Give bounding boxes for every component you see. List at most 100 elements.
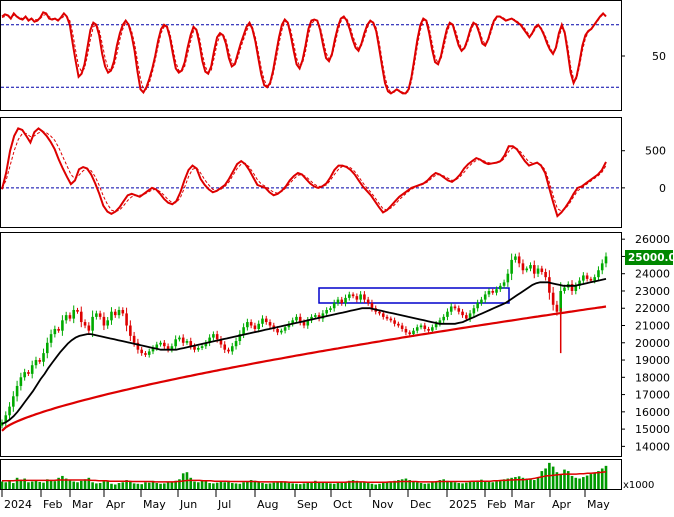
y-tick-label: 15000 <box>635 423 670 436</box>
candle-body <box>385 316 389 319</box>
x-tick-label: May <box>587 498 610 511</box>
volume-bar <box>487 481 491 489</box>
volume-bar <box>306 482 310 489</box>
candle-body <box>408 332 411 335</box>
volume-bar <box>200 480 204 489</box>
volume-bar <box>302 483 306 489</box>
volume-bar <box>404 478 408 489</box>
volume-bar <box>4 482 8 489</box>
candle-body <box>204 342 208 347</box>
candle-body <box>502 282 506 286</box>
candle-body <box>491 290 495 293</box>
candle-body <box>517 256 521 264</box>
volume-bar <box>476 480 479 489</box>
volume-bar <box>57 477 60 489</box>
volume-bar <box>212 483 215 489</box>
candle-body <box>144 353 147 355</box>
middle-oscillator-panel: 500 0 <box>1 127 666 218</box>
candle-body <box>219 339 223 345</box>
volume-bar <box>532 480 536 489</box>
volume-bar <box>555 472 559 489</box>
candle-body <box>499 285 502 290</box>
candle-body <box>242 327 245 335</box>
volume-bar <box>438 480 442 489</box>
volume-bar <box>310 481 313 489</box>
last-price-label: 25000.00 <box>628 252 674 264</box>
candle-body <box>140 349 143 354</box>
candle-body <box>215 334 219 340</box>
volume-bar <box>242 482 245 489</box>
x-tick-label: 2025 <box>449 498 477 511</box>
volume-bar <box>544 468 547 489</box>
volume-bar <box>514 477 517 489</box>
volume-bar <box>117 483 121 489</box>
candle-body <box>381 313 385 317</box>
volume-bar <box>582 477 585 489</box>
candle-body <box>449 306 453 312</box>
volume-bar <box>563 469 566 489</box>
top-panel-frame <box>0 0 622 111</box>
candle-body <box>264 318 268 323</box>
candle-body <box>83 322 87 326</box>
candle-body <box>15 385 19 397</box>
candle-body <box>306 320 310 326</box>
candle-body <box>468 313 472 319</box>
volume-bar <box>593 472 596 489</box>
x-tick-label: Apr <box>106 498 126 511</box>
volume-bar <box>461 483 464 489</box>
volume-bar <box>529 479 532 489</box>
volume-bar <box>491 482 495 489</box>
candle-body <box>72 309 76 319</box>
candle-body <box>578 280 581 286</box>
candle-body <box>155 344 159 348</box>
candle-body <box>8 406 11 416</box>
candle-body <box>597 270 600 278</box>
volume-bar <box>363 482 366 489</box>
volume-bar <box>540 471 544 489</box>
volume-bar <box>551 466 555 489</box>
volume-bar <box>374 484 378 489</box>
candle-body <box>465 315 468 319</box>
candle-body <box>291 320 294 324</box>
candle-body <box>113 311 117 316</box>
volume-bar <box>506 478 510 489</box>
volume-bar <box>144 482 147 489</box>
volume-bar <box>12 483 15 489</box>
volume-bar <box>298 484 302 489</box>
candle-body <box>283 327 287 331</box>
candle-body <box>91 316 94 331</box>
volume-bar <box>268 483 272 489</box>
candle-body <box>287 323 291 328</box>
candle-body <box>125 313 128 326</box>
candle-body <box>79 311 83 323</box>
volume-bar <box>291 483 294 489</box>
x-tick-label: Jul <box>217 498 231 511</box>
candle-body <box>253 325 257 329</box>
volume-average-line <box>2 471 607 484</box>
volume-bar <box>359 481 362 489</box>
volume-bar <box>472 481 476 489</box>
volume-bar <box>249 480 253 489</box>
candle-body <box>30 365 34 374</box>
candle-body <box>415 327 419 331</box>
volume-bar <box>53 481 57 489</box>
price-panel-frame <box>0 232 622 457</box>
price-panel: 26000 24000 23000 22000 21000 20000 19000 18000… <box>0 233 670 453</box>
volume-bar <box>27 482 30 489</box>
volume-bar <box>151 480 155 489</box>
volume-bar <box>525 478 529 489</box>
volume-bar <box>110 483 113 489</box>
candle-body <box>355 296 359 300</box>
volume-bar <box>521 477 525 489</box>
volume-bar <box>49 480 53 489</box>
volume-bar <box>197 482 200 489</box>
volume-bar <box>468 481 472 489</box>
volume-bar <box>8 480 11 489</box>
volume-bar <box>510 477 513 489</box>
candle-body <box>170 346 174 350</box>
volume-bar <box>83 479 87 489</box>
candle-body <box>223 344 227 350</box>
y-tick-label: 18000 <box>635 371 670 384</box>
volume-bar <box>276 481 279 489</box>
volume-bar <box>499 480 502 489</box>
